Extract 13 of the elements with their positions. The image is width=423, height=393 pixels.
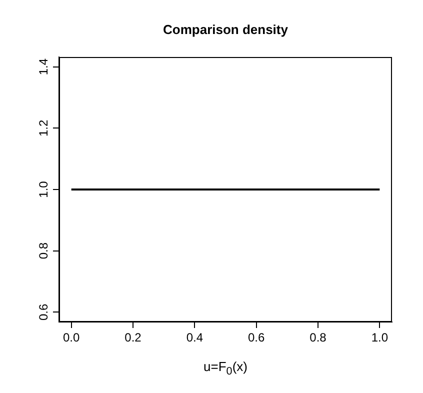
y-tick-label: 0.8 — [36, 242, 50, 260]
chart-title: Comparison density — [162, 22, 289, 37]
y-tick-label: 1.2 — [36, 119, 50, 136]
y-tick-label: 1.0 — [36, 180, 50, 198]
y-tick-label: 0.6 — [36, 304, 50, 321]
x-tick-label: 0.2 — [124, 330, 142, 345]
x-tick-label: 1.0 — [371, 330, 388, 345]
x-axis-title: u=F$_{0}$(x) — [202, 359, 248, 378]
y-tick-label: 1.4 — [36, 58, 50, 76]
x-tick-label: 0.8 — [310, 330, 327, 345]
x-tick-label: 0.0 — [62, 330, 80, 345]
x-tick-label: 0.6 — [248, 330, 265, 345]
x-tick-label: 0.4 — [186, 330, 204, 345]
